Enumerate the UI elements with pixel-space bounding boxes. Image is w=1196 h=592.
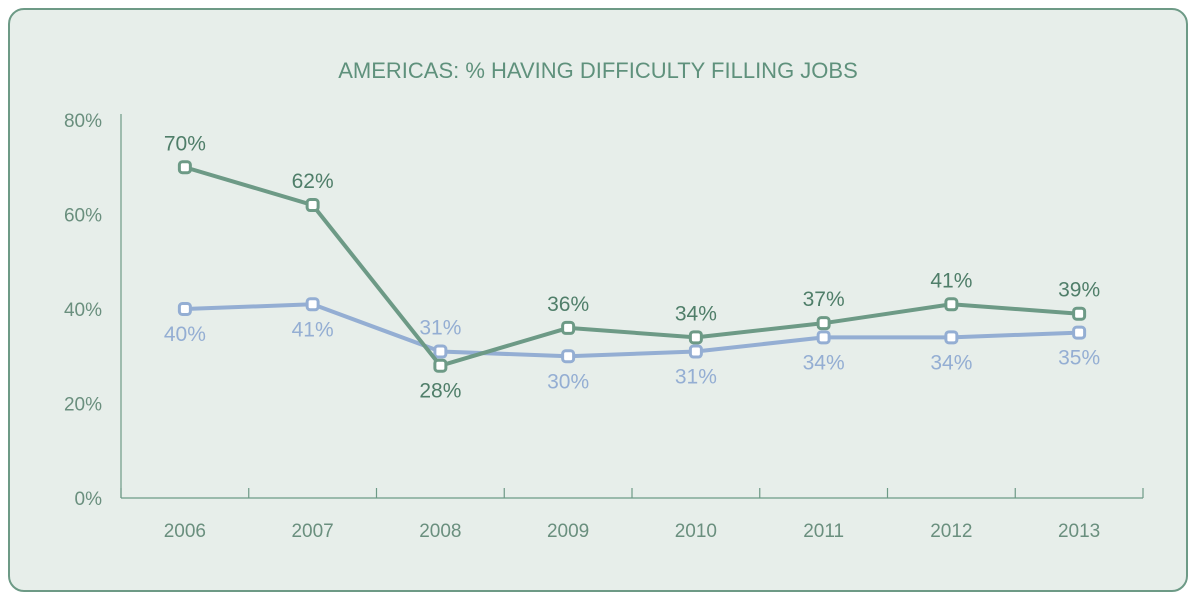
x-tick-label: 2012 xyxy=(930,521,972,542)
series-layer xyxy=(177,160,1087,373)
y-tick-label: 0% xyxy=(75,489,103,510)
series-line-green xyxy=(182,165,1082,368)
data-label-blue: 40% xyxy=(164,323,206,346)
y-tick-label: 20% xyxy=(64,395,102,416)
data-label-green: 34% xyxy=(675,302,717,325)
x-tick-label: 2009 xyxy=(547,521,589,542)
data-label-blue: 34% xyxy=(803,351,845,374)
y-axis-ticks: 0% 20% 40% 60% 80% xyxy=(64,111,102,510)
data-point-green xyxy=(305,198,320,213)
chart-panel xyxy=(8,8,1188,592)
data-point-blue xyxy=(433,344,448,359)
data-label-blue: 41% xyxy=(292,318,334,341)
data-point-blue xyxy=(688,344,703,359)
data-point-green xyxy=(1072,306,1087,321)
data-label-green: 70% xyxy=(164,132,206,155)
data-label-green: 28% xyxy=(419,380,461,403)
data-point-green xyxy=(816,316,831,331)
data-point-green xyxy=(177,160,192,175)
x-tick-label: 2006 xyxy=(164,521,206,542)
data-point-green xyxy=(561,320,576,335)
data-point-blue xyxy=(1072,325,1087,340)
data-point-green xyxy=(688,330,703,345)
x-tick-label: 2011 xyxy=(803,521,844,542)
series-line-blue xyxy=(182,302,1082,359)
x-axis-ticks: 2006 2007 2008 2009 2010 2011 2012 2013 xyxy=(120,488,1144,542)
data-label-blue: 31% xyxy=(419,317,461,340)
y-tick-label: 60% xyxy=(64,206,102,227)
data-point-blue xyxy=(177,302,192,316)
data-point-blue xyxy=(944,330,959,345)
data-label-blue: 35% xyxy=(1058,347,1100,370)
x-tick-label: 2008 xyxy=(419,521,461,542)
data-label-green: 36% xyxy=(547,293,589,316)
x-tick-label: 2007 xyxy=(291,521,333,542)
data-point-blue xyxy=(816,330,831,345)
data-point-blue xyxy=(305,297,320,312)
x-tick-label: 2010 xyxy=(675,521,717,542)
data-label-blue: 31% xyxy=(675,366,717,389)
data-label-green: 37% xyxy=(803,288,845,311)
data-point-blue xyxy=(561,349,576,364)
x-tick-label: 2013 xyxy=(1058,521,1100,542)
data-label-green: 39% xyxy=(1058,279,1100,302)
data-labels: 70% 40% 62% 41% 28% 31% 36% 30% 34% 31% 37% 34% 41% 3… xyxy=(164,132,1100,402)
data-label-blue: 34% xyxy=(930,351,972,374)
chart-title: AMERICAS: % HAVING DIFFICULTY FILLING JO… xyxy=(338,58,858,83)
y-tick-label: 80% xyxy=(64,111,102,132)
data-label-green: 62% xyxy=(292,170,334,193)
data-point-green xyxy=(944,297,959,312)
data-label-blue: 30% xyxy=(547,370,589,393)
data-label-green: 41% xyxy=(930,269,972,292)
data-point-green xyxy=(433,358,448,373)
y-tick-label: 40% xyxy=(64,300,102,321)
